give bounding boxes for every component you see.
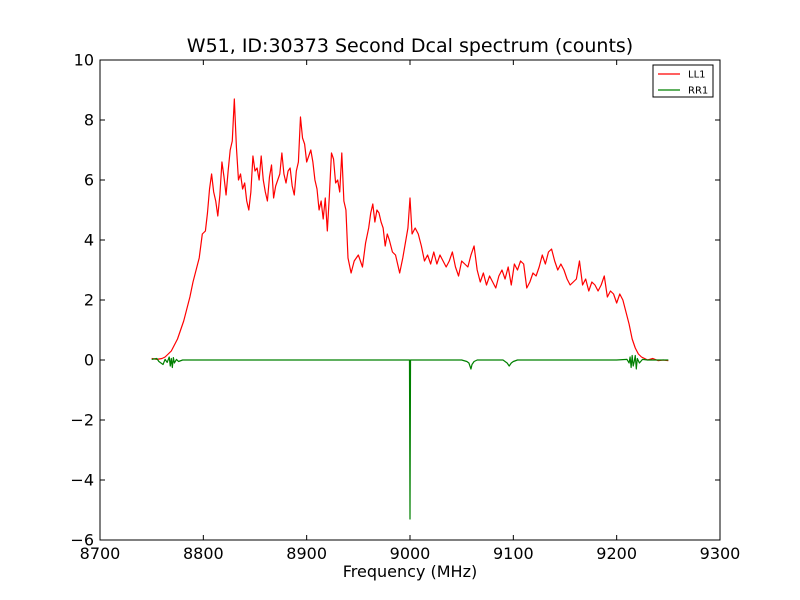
legend-box — [652, 64, 714, 98]
y-tick-label: 10 — [74, 51, 94, 70]
series-line-ll1 — [151, 98, 669, 362]
y-tick-label: −4 — [70, 471, 94, 490]
y-tick-label: −6 — [70, 531, 94, 550]
y-tick-label: 8 — [84, 111, 94, 130]
x-tick-label: 9200 — [596, 544, 637, 563]
y-tick-label: 2 — [84, 291, 94, 310]
x-tick-label: 8700 — [80, 544, 121, 563]
y-axis: −6 −4 −2 0 2 4 6 8 10 — [70, 51, 720, 550]
series-layer — [151, 98, 669, 520]
x-tick-label: 8800 — [183, 544, 224, 563]
legend-label-ll1: LL1 — [688, 70, 706, 81]
chart-title: W51, ID:30373 Second Dcal spectrum (coun… — [187, 35, 633, 57]
x-axis: 8700 8800 8900 9000 9100 9200 9300 — [80, 60, 741, 563]
y-tick-label: 4 — [84, 231, 94, 250]
y-tick-label: 0 — [84, 351, 94, 370]
legend-label-rr1: RR1 — [688, 86, 708, 97]
x-axis-label: Frequency (MHz) — [343, 562, 477, 581]
x-tick-label: 8900 — [286, 544, 327, 563]
series-line-rr1 — [151, 354, 669, 520]
x-tick-label: 9100 — [493, 544, 534, 563]
x-tick-label: 9000 — [390, 544, 431, 563]
y-tick-label: 6 — [84, 171, 94, 190]
x-tick-label: 9300 — [700, 544, 741, 563]
y-tick-label: −2 — [70, 411, 94, 430]
